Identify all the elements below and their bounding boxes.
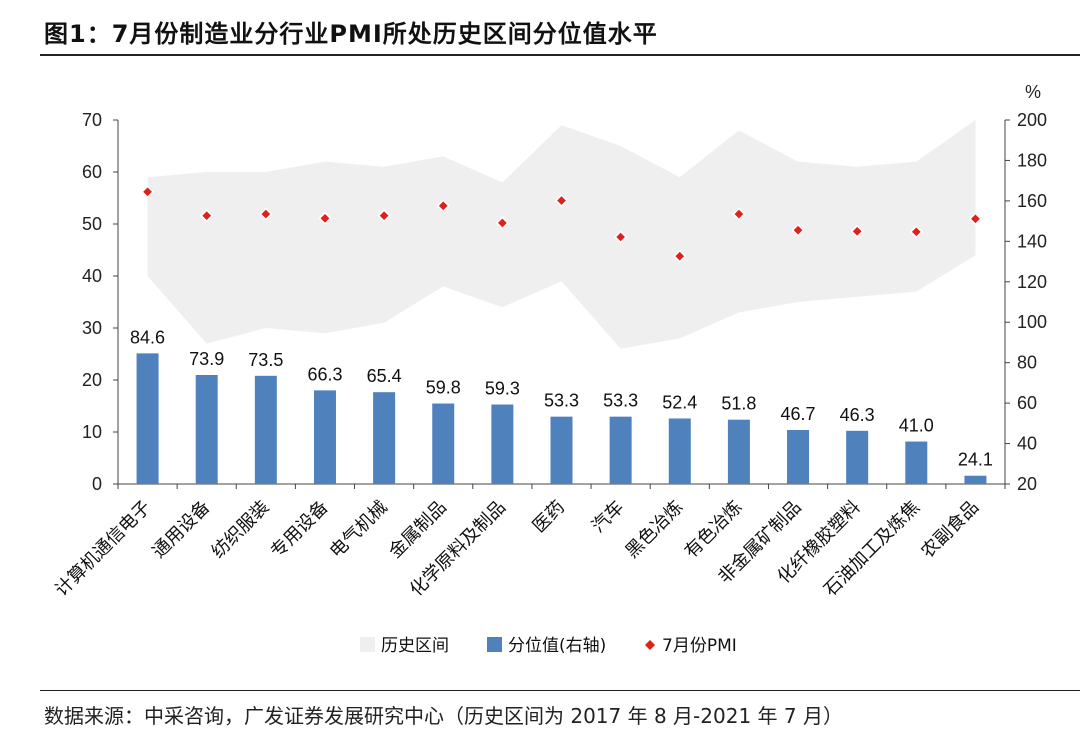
pmi-point (554, 193, 569, 208)
percentile-bar (727, 419, 750, 484)
percentile-bar (905, 441, 928, 484)
legend-band-label: 历史区间 (381, 636, 449, 656)
legend-point-label: 7月份PMI (662, 636, 737, 656)
percentile-bar-label: 59.3 (485, 379, 520, 399)
pmi-point (318, 211, 332, 225)
pmi-point (259, 207, 273, 221)
pmi-point (377, 209, 391, 223)
historical-range-band (147, 120, 976, 349)
category-label: 农副食品 (917, 497, 983, 563)
left-tick-label: 70 (82, 110, 102, 130)
category-label: 电气机械 (326, 497, 392, 563)
right-tick-label: 80 (1017, 353, 1037, 373)
category-label: 黑色冶炼 (622, 497, 688, 563)
pmi-point (732, 207, 746, 221)
title-rule (40, 54, 1080, 56)
left-tick-label: 40 (82, 266, 102, 286)
percentile-bar (195, 375, 218, 484)
percentile-bar-label: 65.4 (367, 366, 402, 386)
data-source-note: 数据来源：中采咨询，广发证券发展研究中心（历史区间为 2017 年 8 月-20… (44, 704, 843, 728)
right-tick-label: 160 (1017, 191, 1047, 211)
pmi-point (791, 223, 805, 237)
right-tick-label: 60 (1017, 393, 1037, 413)
legend-bar-label: 分位值(右轴) (508, 636, 606, 656)
percentile-bar (550, 416, 573, 484)
legend-bar-swatch (487, 637, 502, 652)
category-label: 专用设备 (267, 497, 333, 563)
percentile-bar-label: 41.0 (899, 416, 934, 436)
right-tick-label: 140 (1017, 231, 1047, 251)
left-tick-label: 0 (92, 474, 102, 494)
category-label: 纺织服装 (208, 497, 274, 563)
percentile-bar-label: 73.5 (248, 350, 283, 370)
right-tick-label: 100 (1017, 312, 1047, 332)
pmi-point (968, 212, 983, 226)
percentile-bar (313, 390, 336, 484)
percentile-bar-label: 24.1 (958, 450, 993, 470)
right-tick-label: 120 (1017, 272, 1047, 292)
left-tick-label: 30 (82, 318, 102, 338)
percentile-bar-label: 52.4 (662, 392, 697, 412)
percentile-bar-label: 73.9 (189, 349, 224, 369)
left-tick-label: 50 (82, 214, 102, 234)
left-tick-label: 60 (82, 162, 102, 182)
right-tick-label: 20 (1017, 474, 1037, 494)
pmi-point (673, 249, 687, 263)
percentile-bar-label: 53.3 (603, 391, 638, 411)
percentile-bar (254, 375, 277, 484)
percentile-bar (787, 430, 810, 484)
right-tick-label: 200 (1017, 110, 1047, 130)
legend-point-marker (643, 638, 657, 652)
percentile-bar (432, 403, 455, 484)
source-rule (40, 690, 1080, 691)
percentile-bar (136, 353, 159, 484)
percentile-bar-label: 51.8 (721, 394, 756, 414)
right-axis-unit-label: % (1025, 82, 1041, 102)
percentile-bar (609, 416, 632, 484)
legend-band-swatch (360, 637, 375, 652)
pmi-point (140, 185, 155, 199)
percentile-bar-label: 66.3 (307, 364, 342, 384)
pmi-point (200, 209, 214, 223)
category-label: 医药 (529, 497, 569, 537)
left-tick-label: 20 (82, 370, 102, 390)
figure-title: 图1：7月份制造业分行业PMI所处历史区间分位值水平 (44, 20, 658, 48)
right-tick-label: 180 (1017, 150, 1047, 170)
pmi-percentile-chart: 0 10 20 30 40 50 60 70 20 40 60 80 100 120 140 160 180 20… (51, 82, 1047, 656)
percentile-bar-label: 46.7 (781, 404, 816, 424)
pmi-point (909, 225, 923, 239)
left-tick-label: 10 (82, 422, 102, 442)
percentile-bar-label: 46.3 (840, 405, 875, 425)
pmi-point (850, 224, 864, 238)
percentile-bar-label: 59.8 (426, 378, 461, 398)
percentile-bar-label: 84.6 (130, 327, 165, 347)
percentile-bar (964, 475, 987, 484)
percentile-bar (373, 392, 396, 484)
percentile-bar (668, 418, 691, 484)
category-label: 计算机通信电子 (51, 497, 155, 601)
pmi-point (495, 216, 509, 230)
percentile-bar (846, 430, 869, 484)
pmi-point (436, 199, 450, 213)
percentile-bar (491, 404, 514, 484)
category-label: 通用设备 (148, 497, 214, 563)
right-tick-label: 40 (1017, 434, 1037, 454)
category-label: 汽车 (588, 497, 628, 537)
pmi-point (614, 230, 628, 244)
percentile-bar-label: 53.3 (544, 391, 579, 411)
